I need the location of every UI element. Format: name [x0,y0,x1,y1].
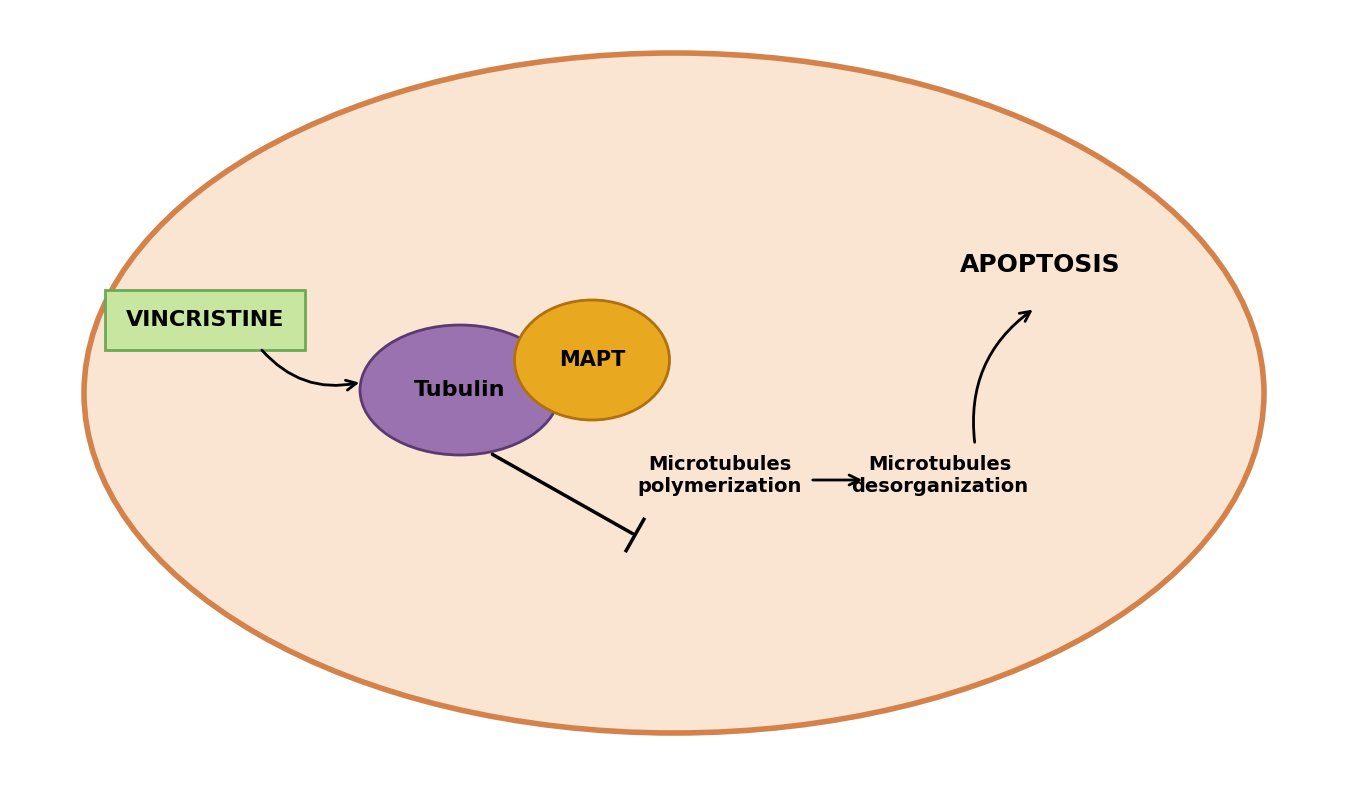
Ellipse shape [514,300,669,420]
Text: Microtubules
desorganization: Microtubules desorganization [851,455,1028,496]
Ellipse shape [84,53,1264,733]
Text: Tubulin: Tubulin [414,380,506,400]
Text: VINCRISTINE: VINCRISTINE [125,310,285,330]
FancyBboxPatch shape [105,290,305,350]
Ellipse shape [360,325,560,455]
Text: Microtubules
polymerization: Microtubules polymerization [638,455,803,496]
Text: APOPTOSIS: APOPTOSIS [959,253,1120,277]
Text: MAPT: MAPT [558,350,625,370]
